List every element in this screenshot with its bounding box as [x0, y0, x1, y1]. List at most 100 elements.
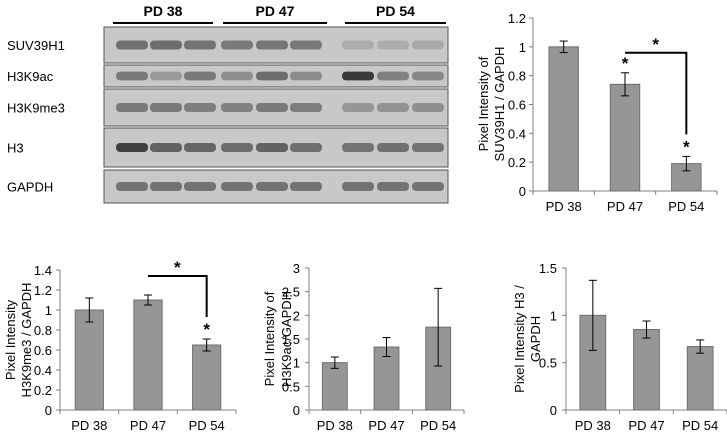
y-tick-label: 0	[519, 184, 526, 199]
x-tick-label: PD 54	[682, 418, 718, 433]
blot-band	[150, 103, 182, 112]
x-tick-label: PD 54	[668, 199, 704, 214]
blot-band	[150, 71, 182, 81]
blot-band	[290, 40, 322, 50]
y-tick-label: 0.6	[508, 98, 526, 113]
blot-row-label: H3	[7, 141, 24, 156]
blot-band	[342, 71, 374, 81]
blot-band	[116, 40, 148, 50]
x-tick-label: PD 38	[546, 199, 582, 214]
y-tick-label: 1.2	[508, 11, 526, 26]
blot-row-label: H3K9me3	[7, 101, 65, 116]
y-tick-label: 0	[293, 403, 300, 418]
blot-row-label: H3K9ac	[7, 69, 54, 84]
blot-band	[412, 103, 444, 112]
blot-band	[221, 182, 253, 191]
bar	[321, 362, 348, 411]
blot-group-label: PD 47	[256, 3, 295, 19]
bar-chart: 0 0.2 0.4 0.6 0.8 1 1.2 1.4 PD 38 PD 47 PD 54 Pixel…	[3, 258, 237, 433]
blot-band	[184, 143, 216, 152]
y-tick-label: 1	[550, 308, 557, 323]
significance-marker: *	[683, 137, 690, 156]
y-tick-label: 0.8	[34, 323, 52, 338]
y-axis-label: Pixel Intensity of	[476, 56, 491, 151]
y-tick-label: 1.5	[539, 261, 557, 276]
blot-band	[116, 143, 148, 152]
y-tick-label: 0.2	[508, 155, 526, 170]
blot-band	[377, 40, 409, 50]
comparison-bracket	[148, 275, 208, 317]
bar	[74, 309, 104, 411]
y-axis-label: SUV39H1 / GAPDH	[492, 47, 507, 162]
y-tick-label: 0.2	[34, 383, 52, 398]
blot-band	[342, 182, 374, 191]
blot-band	[377, 143, 409, 152]
y-axis-label: H3K9me3 / GAPDH	[19, 283, 34, 398]
y-tick-label: 0	[45, 403, 52, 418]
bar	[548, 46, 579, 192]
comparison-bracket	[625, 51, 688, 135]
blot-band	[150, 143, 182, 152]
comparison-bracket-label: *	[652, 35, 659, 54]
blot-band	[150, 40, 182, 50]
blot-band	[377, 71, 409, 81]
bar	[373, 346, 400, 411]
bar-chart: 0 0.2 0.4 0.6 0.8 1 1.2 PD 38 PD 47 PD 54 Pixel In…	[476, 11, 718, 214]
x-tick-label: PD 38	[317, 418, 353, 433]
y-tick-label: 0.5	[539, 356, 557, 371]
y-tick-label: 1	[45, 303, 52, 318]
bar	[633, 329, 660, 411]
y-tick-label: 1.2	[34, 283, 52, 298]
blot-band	[377, 182, 409, 191]
x-tick-label: PD 47	[368, 418, 404, 433]
blot-band	[116, 103, 148, 112]
blot-band	[116, 182, 148, 191]
blot-band	[256, 103, 288, 112]
y-tick-label: 0.4	[508, 126, 526, 141]
blot-band	[184, 40, 216, 50]
y-tick-label: 0.5	[282, 379, 300, 394]
blot-band	[256, 143, 288, 152]
bar-chart: 0 0.5 1 1.5 2 2.5 3 PD 38 PD 47 PD 54 Pixel Intens…	[262, 261, 465, 433]
blot-band	[221, 103, 253, 112]
blot-band	[412, 40, 444, 50]
blot-band	[290, 182, 322, 191]
y-tick-label: 0.4	[34, 363, 52, 378]
blot-band	[342, 40, 374, 50]
blot-band	[377, 103, 409, 112]
blot-group-label: PD 54	[376, 3, 415, 19]
blot-band	[342, 103, 374, 112]
y-tick-label: 0.6	[34, 343, 52, 358]
blot-band	[184, 103, 216, 112]
blot-band	[290, 71, 322, 81]
blot-band	[290, 103, 322, 112]
y-tick-label: 1	[519, 40, 526, 55]
bar	[609, 83, 641, 192]
blot-row-label: SUV39H1	[7, 38, 65, 53]
x-tick-label: PD 47	[607, 199, 643, 214]
y-axis-label: Pixel Intensity of	[262, 291, 277, 386]
blot-band	[221, 71, 253, 81]
x-tick-label: PD 54	[420, 418, 456, 433]
x-tick-label: PD 38	[575, 418, 611, 433]
y-tick-label: 1.5	[282, 332, 300, 347]
bar	[133, 299, 163, 411]
x-tick-label: PD 47	[628, 418, 664, 433]
y-axis-label: GAPDH	[528, 316, 543, 362]
blot-band	[116, 71, 148, 81]
y-tick-label: 0.8	[508, 69, 526, 84]
blot-band	[184, 182, 216, 191]
y-axis-label: H3K9ac/GAPDH	[279, 291, 294, 387]
blot-band	[412, 143, 444, 152]
x-tick-label: PD 38	[71, 418, 107, 433]
blot-row-label: GAPDH	[7, 180, 53, 195]
significance-marker: *	[622, 54, 629, 73]
blot-group-label: PD 38	[144, 3, 183, 19]
bar-chart: 0 0.5 1 1.5 PD 38 PD 47 PD 54 Pixel Intensity H…	[512, 261, 727, 433]
blot-band	[184, 71, 216, 81]
western-blot-panel: PD 38 PD 47 PD 54 SUV39H1 H3K9ac H3K9me3 H3 GAP…	[7, 3, 449, 204]
x-tick-label: PD 47	[130, 418, 166, 433]
y-tick-label: 0	[550, 403, 557, 418]
